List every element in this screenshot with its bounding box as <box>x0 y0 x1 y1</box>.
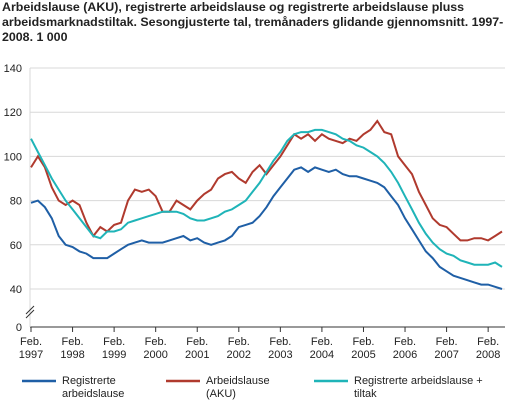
x-tick-label: Feb. 2003 <box>268 336 292 361</box>
x-tick-label: Feb. 2008 <box>476 336 500 361</box>
x-tick-label-part: Feb. <box>311 336 333 348</box>
x-tick-label: Feb. 2002 <box>227 336 251 361</box>
y-tick-label: 80 <box>10 196 22 208</box>
x-tick-label-part: Feb. <box>145 336 167 348</box>
legend-label: Registrerte arbeidslause + tiltak <box>354 375 483 400</box>
x-tick-label-part: 2005 <box>351 349 375 361</box>
x-tick-label-part: 1998 <box>60 349 84 361</box>
x-tick-label: Feb. 2004 <box>310 336 334 361</box>
x-tick-label-part: Feb. <box>352 336 374 348</box>
series-line <box>30 119 503 242</box>
x-tick-label-part: 2006 <box>393 349 417 361</box>
x-tick-label-part: Feb. <box>477 336 499 348</box>
x-tick-label-part: Feb. <box>436 336 458 348</box>
x-tick-label-part: Feb. <box>62 336 84 348</box>
x-tick-label-part: Feb. <box>394 336 416 348</box>
x-tick-label-part: 1997 <box>19 349 43 361</box>
x-tick-label-part: 2000 <box>143 349 167 361</box>
x-tick-label-part: 1999 <box>102 349 126 361</box>
x-tick-label-part: Feb. <box>20 336 42 348</box>
x-tick-label-part: 2004 <box>310 349 334 361</box>
axis-break <box>25 305 35 319</box>
series-line <box>30 166 503 290</box>
x-tick-label-part: 2007 <box>434 349 458 361</box>
y-tick-label: 140 <box>4 63 22 75</box>
y-tick-label: 40 <box>10 284 22 296</box>
x-tick-label: Feb. 2000 <box>143 336 167 361</box>
x-tick-label-part: 2002 <box>227 349 251 361</box>
x-tick-label-part: Feb. <box>186 336 208 348</box>
x-tick-label-part: 2003 <box>268 349 292 361</box>
x-tick-label: Feb. 2001 <box>185 336 209 361</box>
x-tick-label: Feb. 1997 <box>19 336 43 361</box>
y-tick-label: 60 <box>10 240 22 252</box>
x-tick-label: Feb. 1999 <box>102 336 126 361</box>
series-line <box>30 128 503 268</box>
x-tick-label-part: Feb. <box>269 336 291 348</box>
x-tick-label-part: 2008 <box>476 349 500 361</box>
x-tick-label: Feb. 2007 <box>434 336 458 361</box>
x-tick-label-part: Feb. <box>103 336 125 348</box>
y-tick-label: 120 <box>4 107 22 119</box>
x-tick-label: Feb. 2005 <box>351 336 375 361</box>
x-tick-label-part: 2001 <box>185 349 209 361</box>
legend-label: Arbeidslause (AKU) <box>206 375 270 400</box>
legend-label: Registrerte arbeidslause <box>62 375 125 400</box>
x-tick-label-part: Feb. <box>228 336 250 348</box>
y-tick-label: 0 <box>16 322 22 334</box>
y-tick-label: 100 <box>4 151 22 163</box>
x-tick-label: Feb. 1998 <box>60 336 84 361</box>
x-tick-label: Feb. 2006 <box>393 336 417 361</box>
chart-title: Arbeidslause (AKU), registrerte arbeidsl… <box>2 0 504 44</box>
